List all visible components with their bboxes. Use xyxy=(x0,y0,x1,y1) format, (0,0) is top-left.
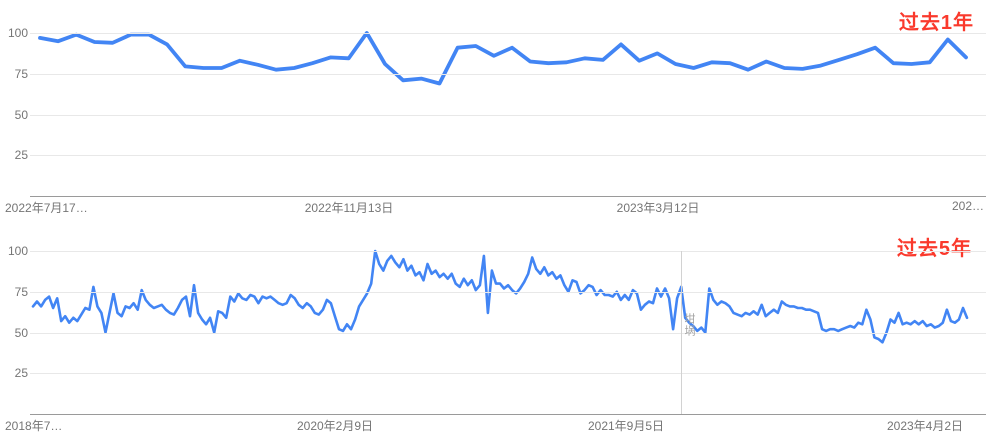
annotation-text: 坩埚 xyxy=(683,313,695,337)
y-axis-label-50: 50 xyxy=(14,107,28,122)
x-axis-baseline xyxy=(30,414,986,415)
x-axis-label-0: 2018年7… xyxy=(5,419,63,433)
y-axis-label-75: 75 xyxy=(14,66,28,81)
gridline-75 xyxy=(30,291,986,293)
chart-past-5-years[interactable]: 过去5年 100 75 50 25 坩埚 2018年7… 2020年2月9日 2021年9月5… xyxy=(0,218,986,437)
gridline-50 xyxy=(30,114,986,116)
trend-line xyxy=(38,31,968,86)
period-label-1y: 过去1年 xyxy=(898,12,974,34)
x-axis-label-3: 202… xyxy=(951,199,984,213)
y-axis-label-25: 25 xyxy=(14,148,28,163)
trend-line-1y-plot xyxy=(38,31,968,86)
y-axis-label-50: 50 xyxy=(14,325,28,340)
x-axis-label-2: 2021年9月5日 xyxy=(587,419,665,433)
gridline-25 xyxy=(30,373,986,375)
x-axis-label-0: 2022年7月17… xyxy=(5,201,88,215)
trend-line xyxy=(31,249,969,344)
y-axis-label-25: 25 xyxy=(14,366,28,381)
gridline-25 xyxy=(30,155,986,157)
period-label-5y: 过去5年 xyxy=(896,238,972,260)
x-axis-label-2: 2023年3月12日 xyxy=(616,201,700,215)
y-axis-label-100: 100 xyxy=(7,26,28,40)
y-axis-label-75: 75 xyxy=(14,284,28,299)
x-axis-label-1: 2020年2月9日 xyxy=(296,419,374,433)
gridline-75 xyxy=(30,73,986,75)
trend-line-5y-plot xyxy=(31,249,969,344)
annotation-line[interactable] xyxy=(681,251,682,414)
gridline-50 xyxy=(30,332,986,334)
chart-past-1-year[interactable]: 过去1年 100 75 50 25 2022年7月17… 2022年11月13日 2023年… xyxy=(0,0,986,218)
gridline-100 xyxy=(30,251,986,252)
x-axis-label-1: 2022年11月13日 xyxy=(304,201,394,215)
gridline-100 xyxy=(30,33,986,34)
x-axis-baseline xyxy=(30,196,986,197)
x-axis-label-3: 2023年4月2日 xyxy=(886,419,964,433)
y-axis-label-100: 100 xyxy=(7,244,28,258)
